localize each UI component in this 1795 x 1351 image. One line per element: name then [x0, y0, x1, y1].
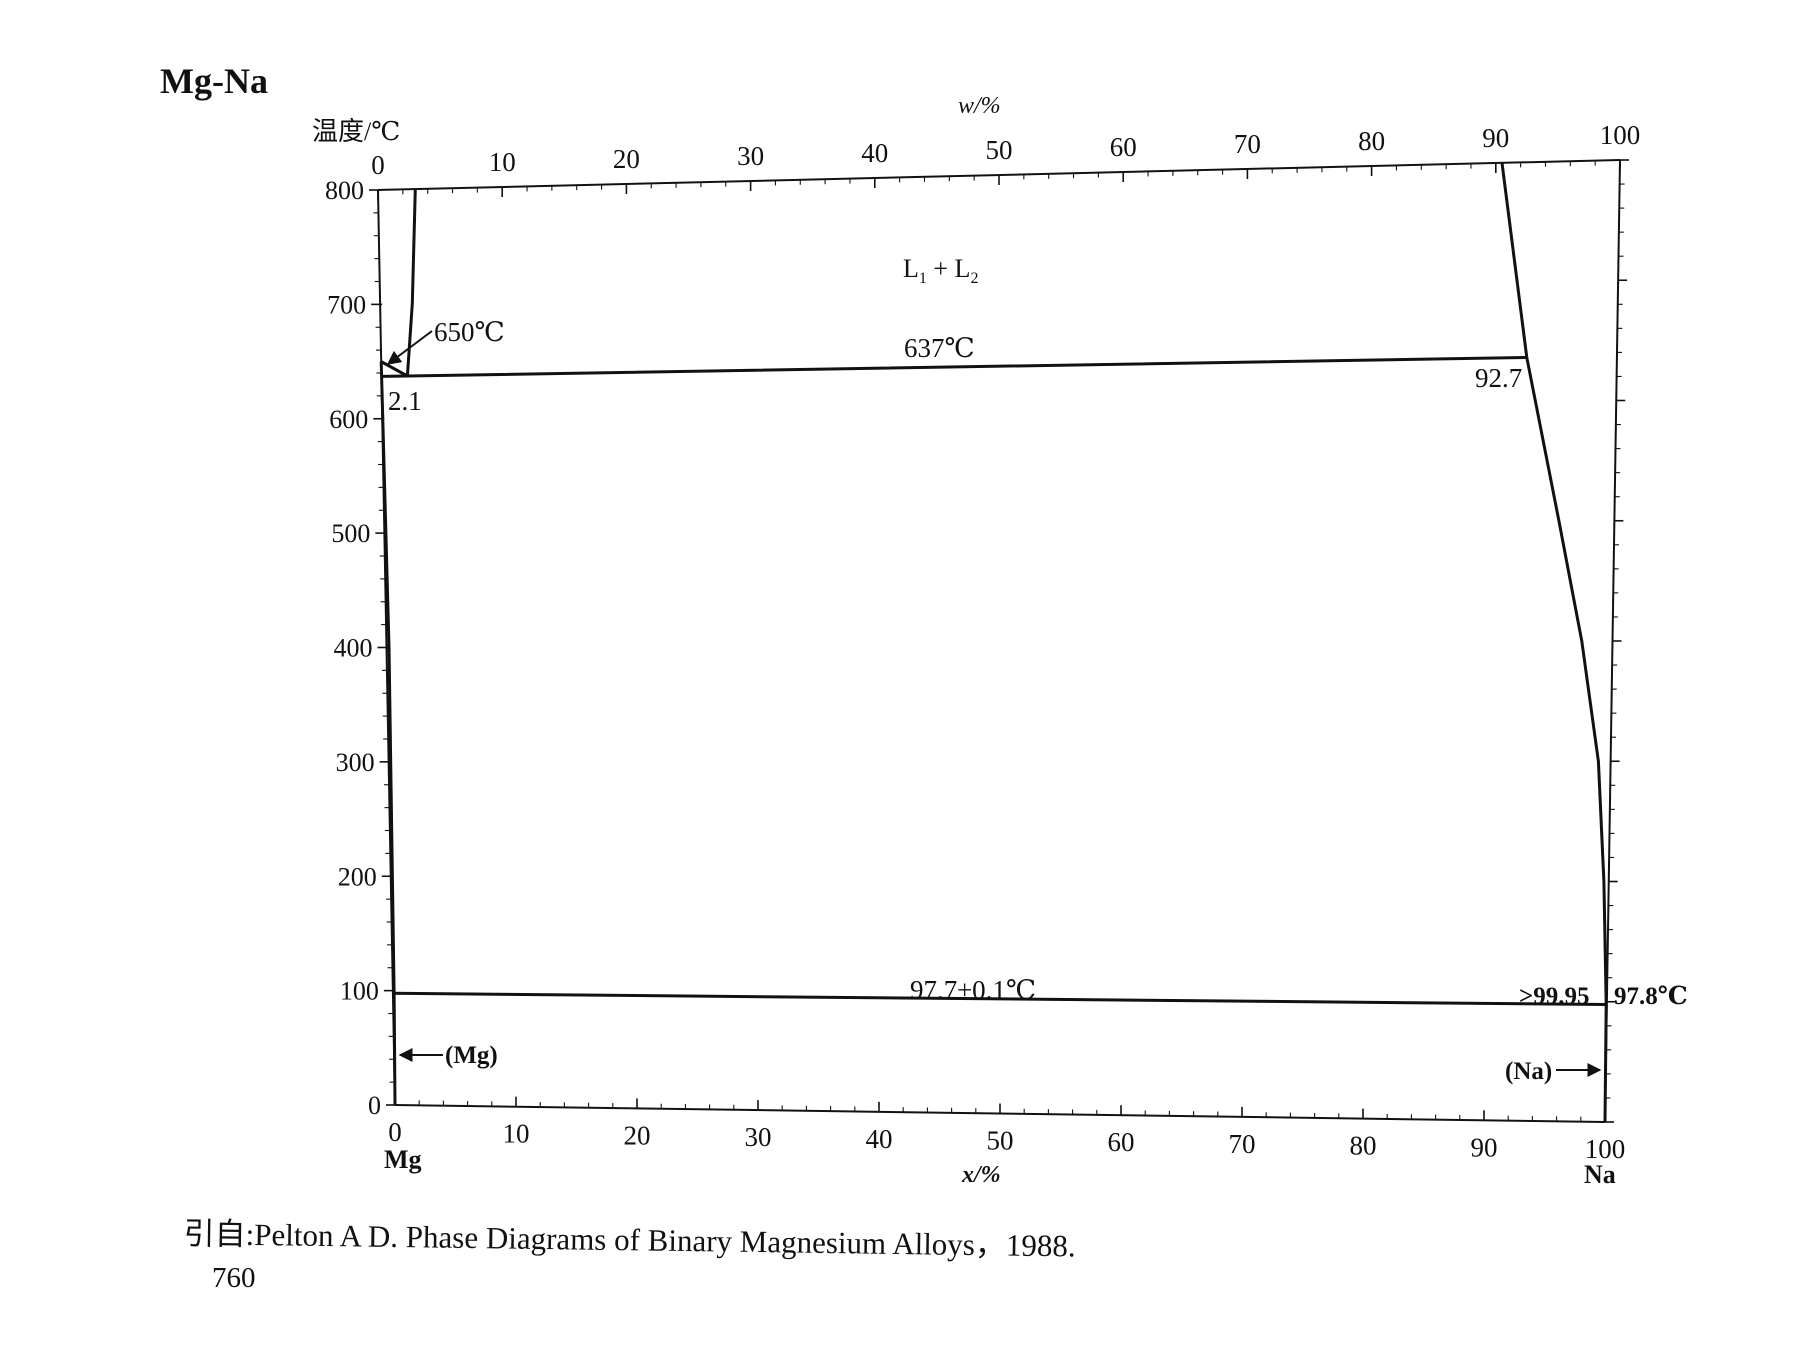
axis-ticks	[369, 159, 1629, 1123]
y-tick-label: 700	[327, 290, 366, 319]
y-axis-label: 温度/℃	[312, 117, 400, 146]
y-tick-label: 200	[338, 862, 377, 891]
bottom-tick-label: 10	[503, 1119, 530, 1149]
bottom-tick-label: 70	[1229, 1129, 1256, 1159]
y-tick-label: 100	[340, 977, 379, 1006]
diagram-title: Mg-Na	[160, 61, 268, 101]
page-number: 760	[212, 1262, 256, 1294]
top-tick-label: 30	[737, 141, 764, 171]
top-tick-label: 100	[1600, 120, 1641, 150]
na-phase-label: (Na)	[1505, 1058, 1552, 1085]
bottom-tick-label: 90	[1471, 1132, 1498, 1162]
boundary-line-1	[405, 189, 417, 377]
na-melting-label: 97.8℃	[1614, 983, 1688, 1010]
two-liquid-sub2: 2	[970, 270, 978, 287]
top-tick-label: 0	[371, 150, 385, 180]
boundary-line-5	[379, 361, 397, 1106]
top-tick-label: 70	[1234, 129, 1261, 159]
y-tick-label: 500	[331, 519, 370, 548]
bottom-tick-label: 50	[987, 1126, 1014, 1156]
boundary-line-6	[392, 991, 1608, 1006]
left-element-label: Mg	[384, 1145, 422, 1174]
y-tick-label: 400	[334, 634, 373, 663]
top-tick-label: 90	[1482, 123, 1509, 153]
mg-phase-label: (Mg)	[445, 1042, 498, 1069]
bottom-tick-label: 40	[866, 1124, 893, 1154]
y-tick-labels: 800 700 600 500 400 300 200 100 0	[325, 176, 381, 1120]
y-tick-label: 600	[329, 405, 368, 434]
top-tick-label: 40	[861, 138, 888, 168]
top-tick-label: 60	[1110, 132, 1137, 162]
phase-boundaries	[379, 162, 1608, 1123]
eutectic-right-label: >99.95	[1519, 983, 1590, 1010]
y-tick-label: 0	[368, 1091, 381, 1120]
top-tick-label: 80	[1358, 126, 1385, 156]
two-liquid-plus-l2: + L	[927, 254, 971, 283]
y-tick-label: 800	[325, 176, 364, 205]
top-axis-label: w/%	[958, 93, 1001, 119]
two-liquid-sub1: 1	[919, 270, 927, 287]
top-tick-label: 20	[613, 144, 640, 174]
monotectic-left-label: 2.1	[388, 386, 422, 416]
right-element-label: Na	[1584, 1160, 1616, 1189]
boundary-line-3	[1500, 162, 1529, 358]
top-tick-label: 50	[986, 135, 1013, 165]
y-tick-label: 300	[336, 748, 375, 777]
bottom-tick-label: 30	[745, 1122, 772, 1152]
bottom-axis-label: x/%	[961, 1162, 1001, 1188]
top-tick-labels: 0 10 20 30 40 50 60 70 80 90 100	[371, 120, 1640, 180]
bottom-tick-label: 100	[1585, 1134, 1626, 1164]
bottom-tick-label: 0	[388, 1117, 402, 1147]
eutectic-temp-label: 97.7±0.1℃	[910, 975, 1036, 1005]
top-tick-label: 10	[489, 147, 516, 177]
bottom-tick-label: 20	[624, 1120, 651, 1150]
two-liquid-region-label: L1 + L2	[903, 254, 978, 287]
monotectic-temp-label: 637℃	[904, 333, 975, 363]
bottom-tick-labels: 0 10 20 30 40 50 60 70 80 90 100	[388, 1117, 1625, 1164]
bottom-tick-label: 80	[1350, 1131, 1377, 1161]
bottom-tick-label: 60	[1108, 1127, 1135, 1157]
mg-melting-arrow	[386, 330, 433, 365]
monotectic-right-label: 92.7	[1475, 363, 1522, 393]
two-liquid-l1: L	[903, 254, 919, 283]
boundary-line-0	[380, 360, 409, 378]
mg-melting-label: 650℃	[434, 317, 505, 347]
boundary-line-2	[381, 356, 1527, 378]
